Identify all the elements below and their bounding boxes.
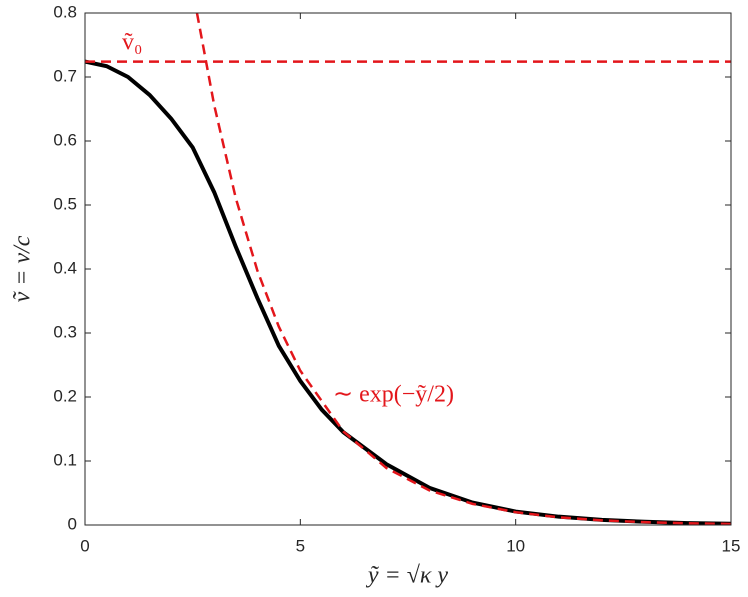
plot-frame (84, 12, 732, 526)
y-tick-label: 0.3 (53, 322, 77, 341)
y-tick-label: 0.2 (53, 386, 77, 405)
x-tick-label: 15 (722, 536, 741, 555)
annotation: ∼ exp(−ỹ/2) (333, 382, 454, 408)
x-tick-label: 5 (296, 536, 305, 555)
x-tick-label: 0 (80, 536, 89, 555)
y-tick-label: 0.8 (53, 2, 77, 21)
line (195, 13, 731, 525)
y-tick-label: 0.7 (53, 66, 77, 85)
x-tick-label: 10 (506, 536, 525, 555)
annotation: ṽ₀ (122, 30, 142, 56)
y-tick-label: 0.1 (53, 450, 77, 469)
y-axis-label: ṽ = v/c (10, 235, 36, 302)
y-tick-label: 0 (68, 514, 77, 533)
y-tick-label: 0.4 (53, 258, 77, 277)
y-tick-label: 0.5 (53, 194, 77, 213)
x-axis-label: ỹ = √κ y (366, 563, 449, 589)
y-tick-label: 0.6 (53, 130, 77, 149)
line (85, 59, 731, 525)
